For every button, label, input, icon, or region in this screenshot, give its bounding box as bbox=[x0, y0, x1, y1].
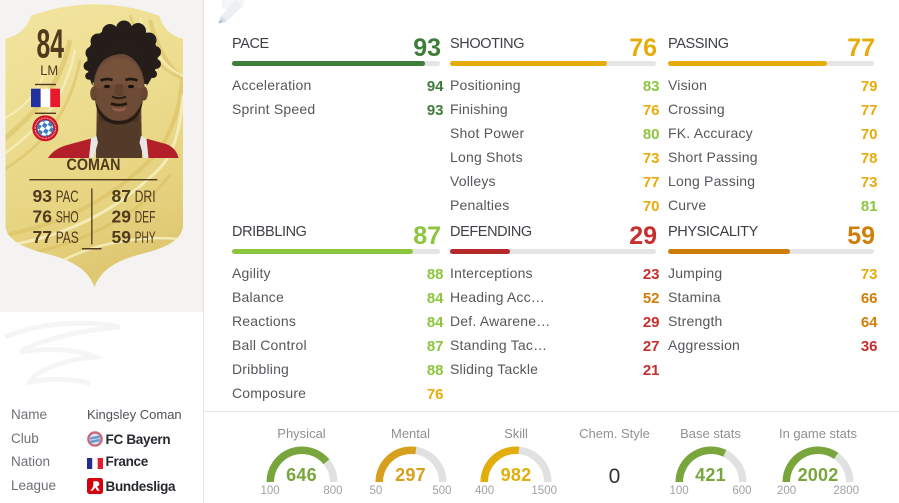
svg-text:29: 29 bbox=[112, 207, 132, 227]
svg-text:93: 93 bbox=[33, 186, 53, 206]
svg-text:LM: LM bbox=[40, 62, 58, 78]
svg-text:DRI: DRI bbox=[135, 187, 156, 206]
svg-text:PHY: PHY bbox=[135, 228, 156, 247]
svg-text:87: 87 bbox=[112, 186, 131, 206]
svg-text:PAC: PAC bbox=[56, 187, 79, 206]
svg-text:DEF: DEF bbox=[135, 208, 156, 227]
svg-text:76: 76 bbox=[33, 207, 53, 227]
svg-text:77: 77 bbox=[33, 227, 52, 247]
svg-text:PAS: PAS bbox=[56, 228, 79, 247]
svg-text:COMAN: COMAN bbox=[67, 155, 121, 174]
svg-text:SHO: SHO bbox=[56, 208, 79, 227]
svg-text:59: 59 bbox=[112, 227, 132, 247]
svg-text:84: 84 bbox=[36, 21, 64, 67]
